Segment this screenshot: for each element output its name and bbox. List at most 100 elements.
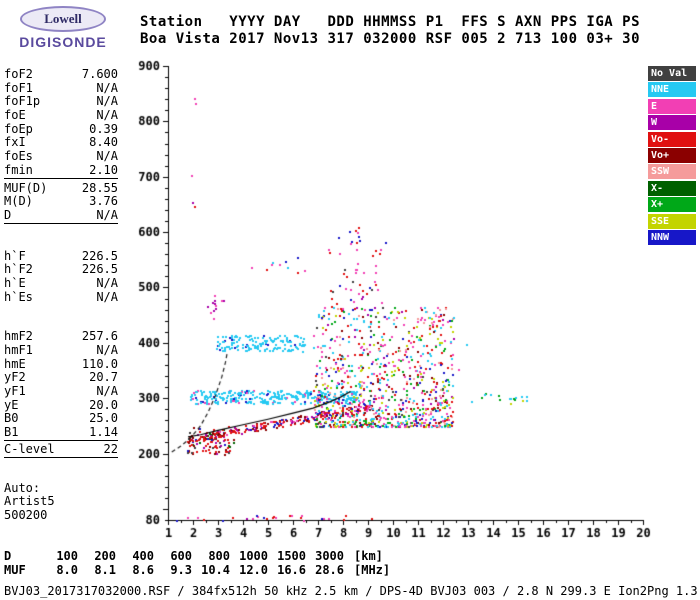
scale-value: 8.0 bbox=[56, 563, 78, 577]
scale-value: 1500 bbox=[277, 549, 306, 563]
param-row: foF1 N/A bbox=[4, 80, 118, 96]
param-group: MUF(D) 28.55 M(D) 3.76 D N/A bbox=[4, 180, 118, 224]
param-row: MUF(D) 28.55 bbox=[4, 180, 118, 196]
ionogram-plot bbox=[122, 58, 674, 550]
param-text: Artist5 bbox=[4, 494, 55, 509]
legend-item: NNE bbox=[648, 82, 696, 98]
param-label: yE bbox=[4, 397, 19, 412]
legend-item: W bbox=[648, 115, 696, 131]
legend-item: SSW bbox=[648, 164, 696, 180]
param-row: foEs N/A bbox=[4, 149, 118, 164]
param-value: 8.40 bbox=[89, 135, 118, 150]
scale-value: 200 bbox=[94, 549, 116, 563]
param-value: N/A bbox=[96, 343, 118, 357]
param-group: C-level 22 bbox=[4, 441, 118, 458]
param-row: yF2 20.7 bbox=[4, 371, 118, 385]
param-value: N/A bbox=[96, 275, 118, 290]
digisonde-logo: Lowell DIGISONDE bbox=[8, 6, 118, 50]
param-value: 110.0 bbox=[81, 356, 118, 371]
param-value: 226.5 bbox=[81, 262, 118, 277]
param-row: h`F2 226.5 bbox=[4, 263, 118, 277]
legend-item: SSE bbox=[648, 213, 696, 229]
param-row: B0 25.0 bbox=[4, 412, 118, 426]
param-label: h`F bbox=[4, 248, 26, 263]
param-label: foEs bbox=[4, 149, 33, 164]
scale-value: 600 bbox=[170, 549, 192, 563]
param-row: hmF2 257.6 bbox=[4, 330, 118, 344]
param-row: fmin 2.10 bbox=[4, 162, 118, 178]
param-label: fxI bbox=[4, 135, 26, 150]
scale-label: MUF bbox=[4, 563, 26, 577]
param-group: Auto: Artist5 500200 bbox=[4, 480, 118, 523]
param-row: M(D) 3.76 bbox=[4, 194, 118, 209]
param-value: 1.14 bbox=[89, 425, 118, 440]
param-label: C-level bbox=[4, 441, 55, 456]
param-value: N/A bbox=[96, 108, 118, 123]
param-value: N/A bbox=[96, 207, 118, 222]
scale-unit: [MHz] bbox=[354, 563, 391, 577]
param-value: N/A bbox=[96, 80, 118, 95]
param-label: MUF(D) bbox=[4, 180, 48, 195]
param-value: 28.55 bbox=[81, 180, 118, 195]
legend-item: X+ bbox=[648, 197, 696, 213]
param-text: 500200 bbox=[4, 507, 48, 522]
param-label: h`E bbox=[4, 275, 26, 290]
scale-label: D bbox=[4, 549, 12, 563]
legend-item: E bbox=[648, 98, 696, 114]
param-row: h`E N/A bbox=[4, 275, 118, 291]
param-text: Auto: bbox=[4, 480, 41, 495]
legend-item: No Val bbox=[648, 66, 696, 81]
scale-value: 8.1 bbox=[94, 563, 116, 577]
scale-value: 10.4 bbox=[201, 563, 230, 577]
param-group: foF2 7.600 foF1 N/A foF1p N/A foE N/A foEp 0.39 fx… bbox=[4, 67, 118, 179]
scale-value: 3000 bbox=[315, 549, 344, 563]
scale-value: 28.6 bbox=[315, 563, 344, 577]
param-value: 257.6 bbox=[81, 329, 118, 344]
param-label: h`F2 bbox=[4, 262, 33, 277]
param-row: foF1p N/A bbox=[4, 95, 118, 109]
scale-unit: [km] bbox=[354, 549, 383, 563]
param-label: hmE bbox=[4, 356, 26, 371]
header-field-names: Station YYYY DAY DDD HHMMSS P1 FFS S AXN… bbox=[140, 14, 641, 30]
scale-row: MUF 8.0 8.1 8.6 9.3 10.4 12.0 16.6 28.6 [MHz] bbox=[4, 563, 390, 577]
param-label: h`Es bbox=[4, 289, 33, 304]
param-label: foEp bbox=[4, 121, 33, 136]
param-value: 7.600 bbox=[81, 67, 118, 81]
param-row: foF2 7.600 bbox=[4, 67, 118, 82]
param-label: foF1 bbox=[4, 80, 33, 95]
param-value: 226.5 bbox=[81, 248, 118, 263]
param-row: B1 1.14 bbox=[4, 425, 118, 440]
legend-item: NNW bbox=[648, 229, 696, 245]
status-bar: BVJ03_2017317032000.RSF / 384fx512h 50 k… bbox=[4, 584, 700, 598]
param-value: 20.0 bbox=[89, 397, 118, 412]
scale-row: D 100 200 400 600 800 1000 1500 3000 [km] bbox=[4, 549, 390, 563]
scale-value: 800 bbox=[208, 549, 230, 563]
param-value: 20.7 bbox=[89, 370, 118, 385]
param-row: hmE 110.0 bbox=[4, 356, 118, 372]
param-value: N/A bbox=[96, 149, 118, 164]
param-label: fmin bbox=[4, 162, 33, 177]
param-label: foF2 bbox=[4, 67, 33, 81]
param-row: yE 20.0 bbox=[4, 397, 118, 413]
param-row: C-level 22 bbox=[4, 441, 118, 457]
param-group: h`F 226.5 h`F2 226.5 h`E N/A h`Es N/A bbox=[4, 248, 118, 305]
param-value: N/A bbox=[96, 384, 118, 399]
param-label: B0 bbox=[4, 411, 19, 426]
param-value: 3.76 bbox=[89, 194, 118, 209]
scale-value: 8.6 bbox=[132, 563, 154, 577]
scale-value: 12.0 bbox=[239, 563, 268, 577]
echo-color-legend: No Val NNE E W Vo- Vo+ SSW X- X+ SSE NNW bbox=[648, 66, 696, 246]
param-row: D N/A bbox=[4, 207, 118, 223]
ionogram-parameter-panel: foF2 7.600 foF1 N/A foF1p N/A foE N/A foEp 0.39 fx… bbox=[4, 65, 118, 523]
station-header: Station YYYY DAY DDD HHMMSS P1 FFS S AXN… bbox=[140, 14, 640, 48]
lowell-ellipse-logo: Lowell bbox=[20, 6, 106, 32]
param-label: hmF2 bbox=[4, 329, 33, 344]
param-label: hmF1 bbox=[4, 343, 33, 357]
header-field-values: Boa Vista 2017 Nov13 317 032000 RSF 005 … bbox=[140, 31, 641, 47]
scale-value: 9.3 bbox=[170, 563, 192, 577]
param-group: hmF2 257.6 hmF1 N/A hmE 110.0 yF2 20.7 yF1 N/A yE 2… bbox=[4, 330, 118, 441]
param-row: foEp 0.39 bbox=[4, 121, 118, 137]
muf-distance-table: D 100 200 400 600 800 1000 1500 3000 [km] MUF 8.0 8.… bbox=[4, 549, 390, 577]
param-label: B1 bbox=[4, 425, 19, 440]
param-label: M(D) bbox=[4, 194, 33, 209]
